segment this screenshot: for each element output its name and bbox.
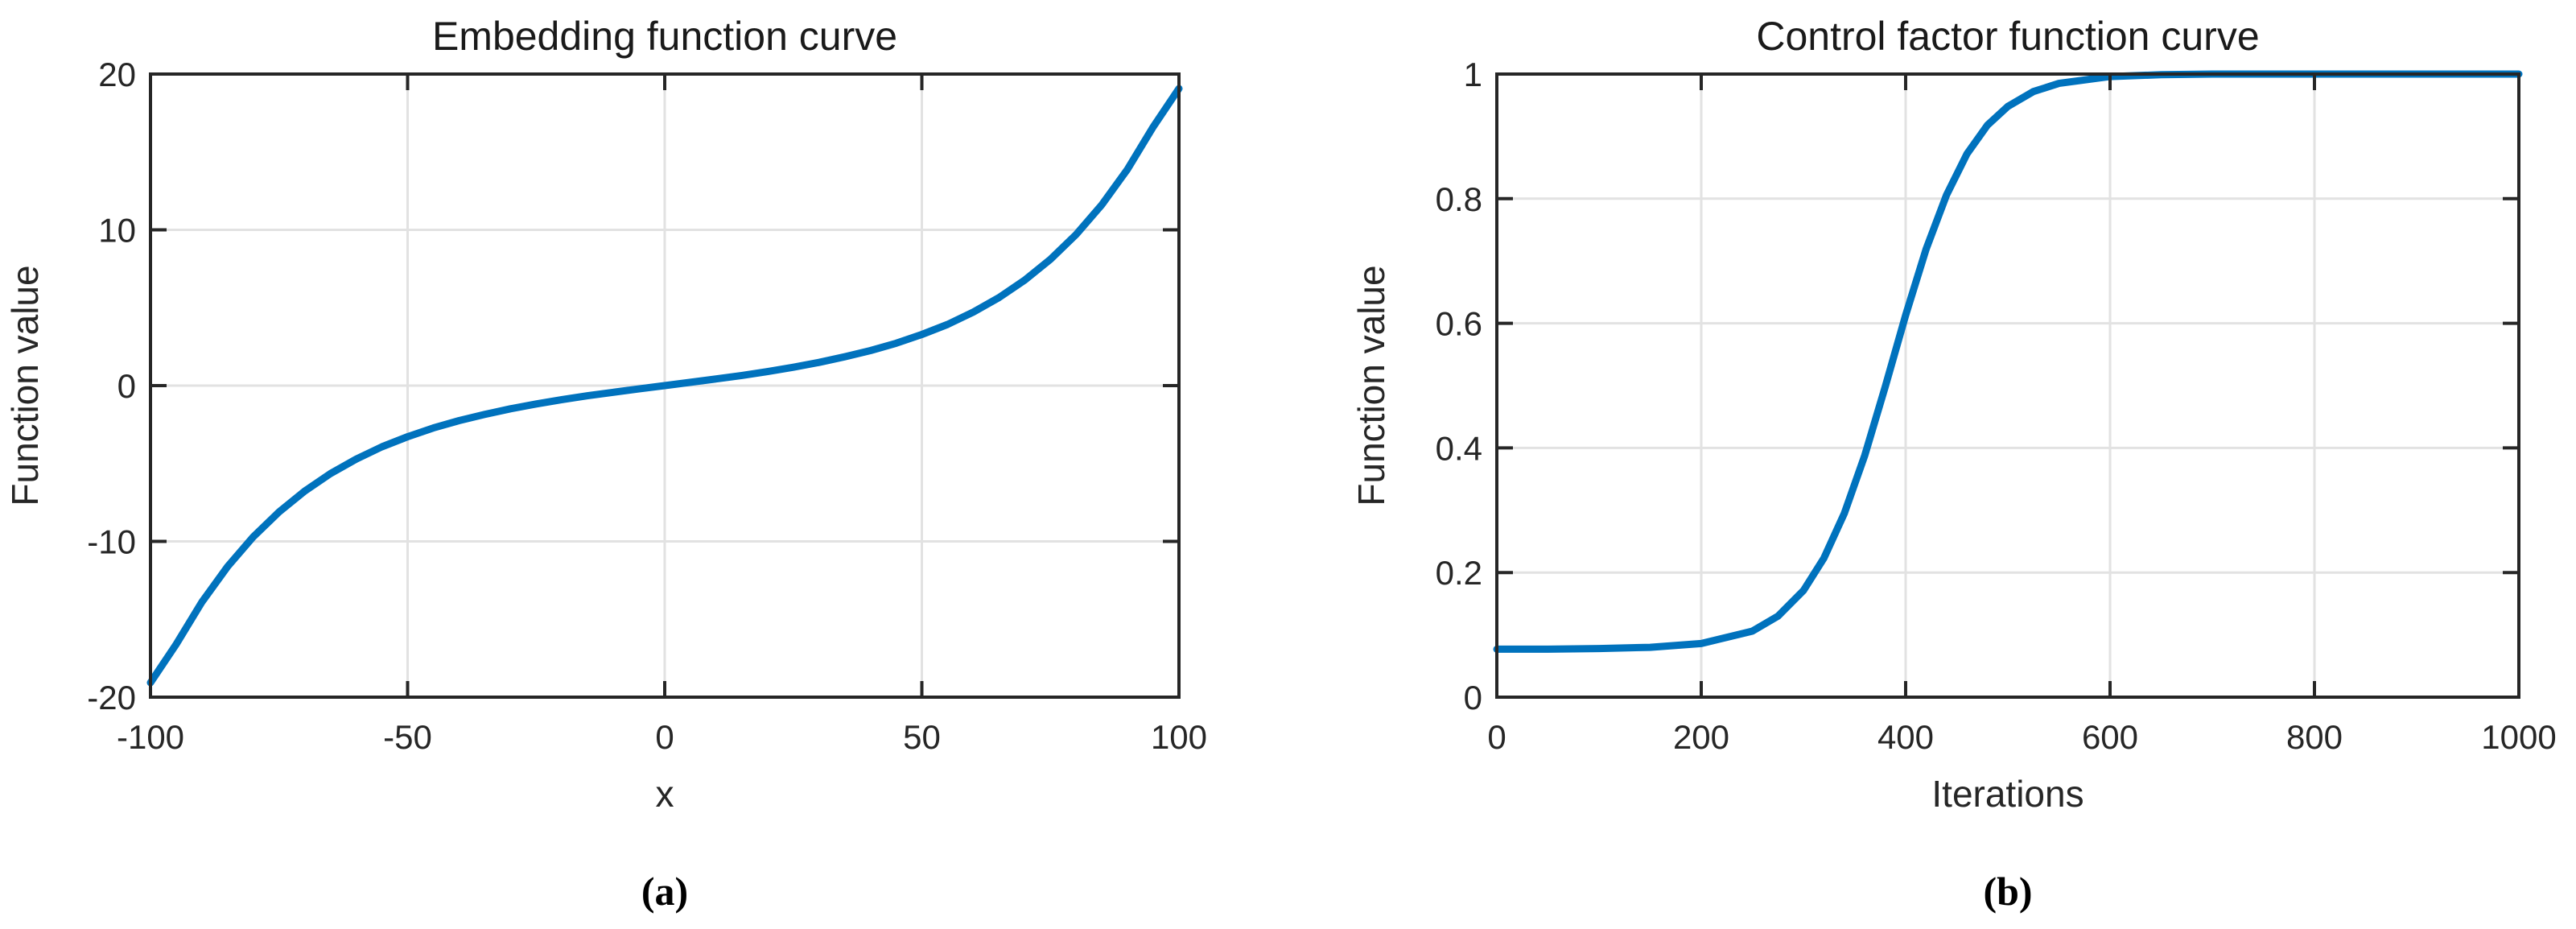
- x-axis-label: Iterations: [1931, 773, 2083, 815]
- x-tick-label: 100: [1151, 718, 1207, 756]
- y-tick-label: 0.8: [1436, 180, 1482, 218]
- y-tick-label: -10: [87, 523, 136, 561]
- y-tick-label: 20: [98, 56, 136, 93]
- axis-frame: [1495, 72, 2520, 699]
- x-tick-label: 200: [1673, 718, 1729, 756]
- y-axis-label: Function value: [4, 265, 46, 506]
- y-axis-label: Function value: [1350, 265, 1392, 506]
- x-tick-label: -50: [383, 718, 432, 756]
- chart-title: Embedding function curve: [432, 14, 897, 59]
- x-tick-label: 600: [2082, 718, 2138, 756]
- x-tick-label: -100: [117, 718, 184, 756]
- x-tick-label: 0: [655, 718, 674, 756]
- x-tick-label: 50: [903, 718, 941, 756]
- x-tick-label: 400: [1877, 718, 1934, 756]
- caption-a: (a): [641, 869, 689, 914]
- y-tick-label: 0.2: [1436, 554, 1482, 592]
- curve-b: [1493, 70, 2523, 653]
- y-tick-label: 0.6: [1436, 305, 1482, 343]
- curve-a: [146, 85, 1183, 687]
- y-tick-label: -20: [87, 679, 136, 716]
- x-tick-label: 800: [2286, 718, 2343, 756]
- x-axis-label: x: [656, 773, 674, 815]
- y-tick-label: 10: [98, 212, 136, 250]
- y-tick-label: 0.4: [1436, 429, 1482, 467]
- chart-title: Control factor function curve: [1756, 14, 2259, 59]
- x-tick-label: 0: [1487, 718, 1506, 756]
- x-tick-label: 1000: [2481, 718, 2556, 756]
- y-tick-label: 0: [1464, 679, 1482, 716]
- caption-b: (b): [1983, 869, 2033, 914]
- y-tick-label: 0: [117, 367, 136, 405]
- y-tick-label: 1: [1464, 56, 1482, 93]
